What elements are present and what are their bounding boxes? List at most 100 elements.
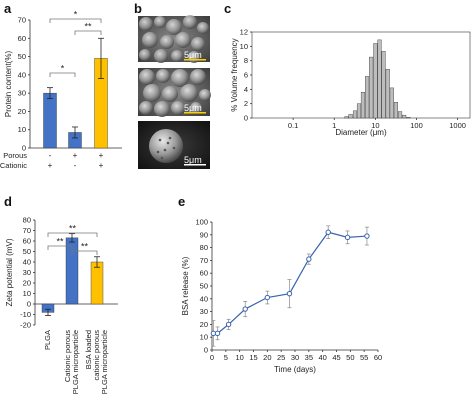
y-tick-label-a: 50	[18, 52, 26, 61]
sem-particle	[139, 69, 155, 85]
y-tick-label-a: 0	[22, 144, 26, 153]
sig-bracket-a-2-label: *	[74, 10, 78, 20]
sem-particle	[199, 89, 211, 101]
y-tick-label-d: -10	[20, 310, 31, 319]
histogram-bar-c	[369, 56, 374, 119]
histogram-bar-c	[344, 116, 349, 119]
scale-bar-3	[184, 164, 206, 166]
y-axis-title-a: Protein content(%)	[4, 51, 13, 118]
sig-bracket-a-3	[74, 30, 102, 35]
sem-particle	[154, 49, 168, 63]
data-point-e	[264, 294, 271, 301]
histogram-bar-c	[397, 111, 403, 119]
histogram-bar-c	[393, 102, 398, 119]
histogram-bar-c	[406, 117, 411, 119]
y-tick-label-e: 70	[200, 256, 208, 265]
data-point-e	[325, 229, 331, 235]
y-tick-label-a: 60	[18, 34, 26, 43]
sig-bracket-a-1-label: *	[61, 64, 65, 74]
sem-pore	[172, 146, 176, 150]
histogram-bar-c	[381, 51, 386, 119]
x-category-label-d: Cationic porous	[63, 330, 72, 382]
scale-bar-label-2: 5μm	[184, 103, 202, 113]
sem-pore	[163, 148, 167, 152]
y-tick-label-d: 80	[23, 216, 31, 225]
bar-d	[90, 261, 104, 305]
y-tick-label-d: 70	[23, 226, 31, 235]
y-tick-label-a: 40	[18, 70, 26, 79]
data-point-e	[242, 306, 248, 312]
x-tick-label-e: 45	[332, 353, 340, 362]
histogram-bar-c	[377, 39, 382, 119]
y-tick-label-e: 20	[200, 320, 208, 329]
release-line-e	[213, 231, 367, 334]
histogram-bar-c	[356, 103, 362, 119]
x-tick-label-e: 40	[318, 353, 326, 362]
x-tick-label-e: 35	[305, 353, 313, 362]
bar-a	[43, 92, 57, 149]
sig-bracket-d-3	[71, 250, 98, 255]
histogram-bar-c	[352, 110, 358, 119]
chart-a: 0 10 20 30 40 50 60 70 Protein content(%) PorousC…	[0, 10, 122, 170]
sig-bracket-a-3-label: **	[84, 22, 92, 32]
sem-particle	[139, 17, 153, 31]
histogram-bar-c	[365, 76, 370, 119]
sem-particle	[171, 69, 189, 87]
y-tick-label-e: 10	[200, 333, 208, 342]
y-axis-title-c: % Volume frequency	[230, 38, 239, 111]
x-tick-label-e: 50	[346, 353, 354, 362]
scale-bar-label-1: 5μm	[184, 50, 202, 60]
sem-particle	[197, 22, 209, 34]
single-microparticle	[149, 129, 183, 163]
y-tick-label-c: 4	[244, 85, 248, 94]
histogram-bar-c	[385, 69, 390, 119]
y-tick-label-d: 10	[23, 289, 31, 298]
sig-bracket-d-2	[47, 232, 98, 237]
sem-particle	[171, 101, 185, 115]
sem-image-1: 5μm	[138, 15, 210, 63]
histogram-bar-c	[389, 87, 394, 119]
sem-particle	[166, 19, 182, 35]
sem-image-3: 5μm	[138, 121, 210, 169]
sem-particle	[190, 69, 206, 85]
sem-particle	[171, 50, 183, 62]
y-tick-label-e: 90	[200, 230, 208, 239]
sem-pore	[156, 150, 160, 154]
x-tick-label-c: 10	[371, 121, 379, 130]
scale-bar-label-3: 5μm	[184, 155, 202, 165]
sem-particle	[162, 86, 178, 102]
chart-e: 0 10 20 30 40 50 60 70 80 90 100 0 5 10 15 20 25 30 35 40 45…	[181, 218, 382, 375]
sem-particle	[156, 69, 170, 83]
y-tick-label-d: 60	[23, 237, 31, 246]
y-axis-title-d: Zeta potential (mV)	[5, 238, 14, 306]
data-point-e	[364, 233, 370, 239]
x-category-label-d: BSA loaded	[84, 330, 93, 369]
y-tick-label-d: 50	[23, 247, 31, 256]
y-tick-label-d: 30	[23, 268, 31, 277]
sem-particle	[143, 84, 161, 102]
y-tick-label-c: 0	[244, 114, 248, 123]
histogram-bar-c	[348, 114, 353, 119]
sem-particle	[154, 16, 166, 28]
sem-pore	[166, 141, 170, 145]
scale-bar-2	[184, 112, 206, 114]
y-tick-label-e: 60	[200, 269, 208, 278]
data-point-e	[286, 290, 293, 297]
panel-label-b: b	[134, 1, 142, 16]
x-tick-label-e: 25	[277, 353, 285, 362]
sem-image-2: 5μm	[138, 68, 211, 117]
y-tick-label-e: 0	[204, 346, 208, 355]
sem-particle	[160, 35, 174, 49]
sig-bracket-d-1-label: **	[56, 237, 64, 247]
x-tick-label-e: 30	[291, 353, 299, 362]
y-tick-label-e: 50	[200, 282, 208, 291]
x-tick-label-e: 55	[360, 353, 368, 362]
panel-label-a: a	[4, 1, 12, 16]
y-tick-label-c: 10	[240, 42, 248, 51]
data-point-e	[214, 330, 221, 337]
chart-c: 0 2 4 6 8 10 12 0.1 1 10 100 1000 % Volume frequency…	[230, 28, 471, 137]
y-tick-label-a: 30	[18, 89, 26, 98]
x-tick-label-e: 5	[224, 353, 228, 362]
x-axis-title-e: Time (days)	[274, 365, 316, 374]
x-tick-label-e: 60	[374, 353, 382, 362]
